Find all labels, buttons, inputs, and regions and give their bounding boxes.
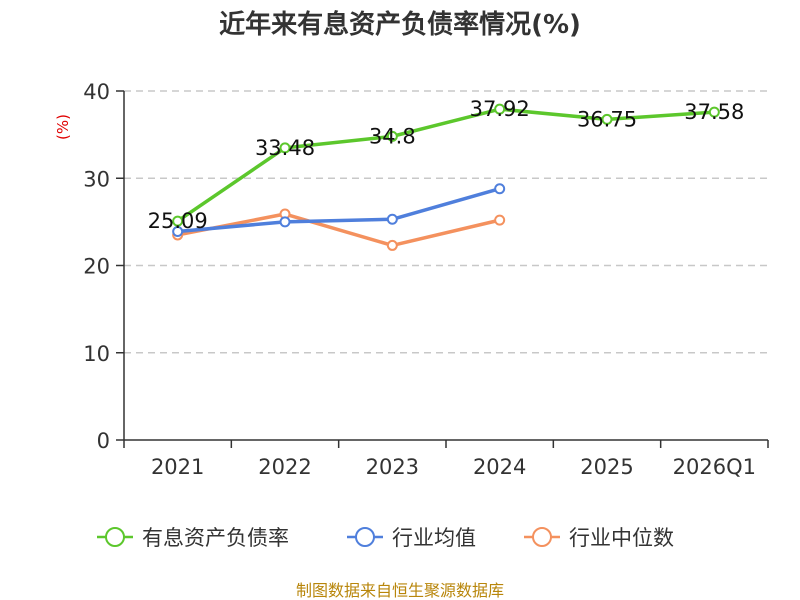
legend-label: 行业中位数 — [569, 526, 674, 550]
y-tick-label: 0 — [97, 429, 110, 453]
data-label: 37.58 — [684, 100, 744, 124]
source-note: 制图数据来自恒生聚源数据库 — [296, 581, 504, 600]
data-point — [279, 216, 291, 228]
data-labels: 25.09 33.48 34.8 37.92 36.75 37.58 — [148, 97, 745, 233]
series-line — [176, 107, 715, 223]
data-label: 34.8 — [369, 124, 416, 148]
data-point — [708, 106, 720, 118]
x-tick-label: 2021 — [151, 455, 204, 479]
y-tick-label: 30 — [83, 167, 110, 191]
x-tick-label: 2023 — [366, 455, 419, 479]
x-tick-label: 2026Q1 — [673, 455, 756, 479]
y-tick-label: 20 — [83, 255, 110, 279]
data-label: 36.75 — [577, 107, 637, 131]
data-point — [172, 225, 184, 237]
x-tick-label: 2024 — [473, 455, 526, 479]
data-point — [386, 239, 398, 251]
legend-marker — [355, 527, 375, 547]
data-point — [279, 142, 291, 154]
data-label: 25.09 — [148, 209, 208, 233]
y-tick-label: 10 — [83, 342, 110, 366]
chart-title: 近年来有息资产负债率情况(%) — [219, 9, 581, 40]
legend: 有息资产负债率 行业均值 行业中位数 — [97, 526, 674, 550]
data-point — [386, 130, 398, 142]
data-point — [494, 183, 506, 195]
y-tick-label: 40 — [83, 80, 110, 104]
data-label: 33.48 — [255, 136, 315, 160]
x-tick-label: 2025 — [580, 455, 633, 479]
series-layer — [172, 103, 720, 251]
data-point — [386, 213, 398, 225]
data-point — [494, 103, 506, 115]
data-point — [172, 215, 184, 227]
grid-lines — [124, 90, 768, 354]
legend-label: 有息资产负债率 — [142, 526, 289, 550]
legend-marker — [105, 527, 125, 547]
legend-label: 行业均值 — [392, 526, 476, 550]
data-label: 37.92 — [470, 97, 530, 121]
series-line — [177, 187, 501, 234]
y-axis-label: (%) — [54, 114, 72, 140]
series-line — [177, 212, 501, 248]
x-tick-label: 2022 — [258, 455, 311, 479]
data-point — [601, 113, 613, 125]
data-point — [494, 214, 506, 226]
legend-marker — [532, 527, 552, 547]
axes: 0 10 20 30 40 2021 2022 2023 2024 2025 2026Q1 — [83, 80, 769, 479]
